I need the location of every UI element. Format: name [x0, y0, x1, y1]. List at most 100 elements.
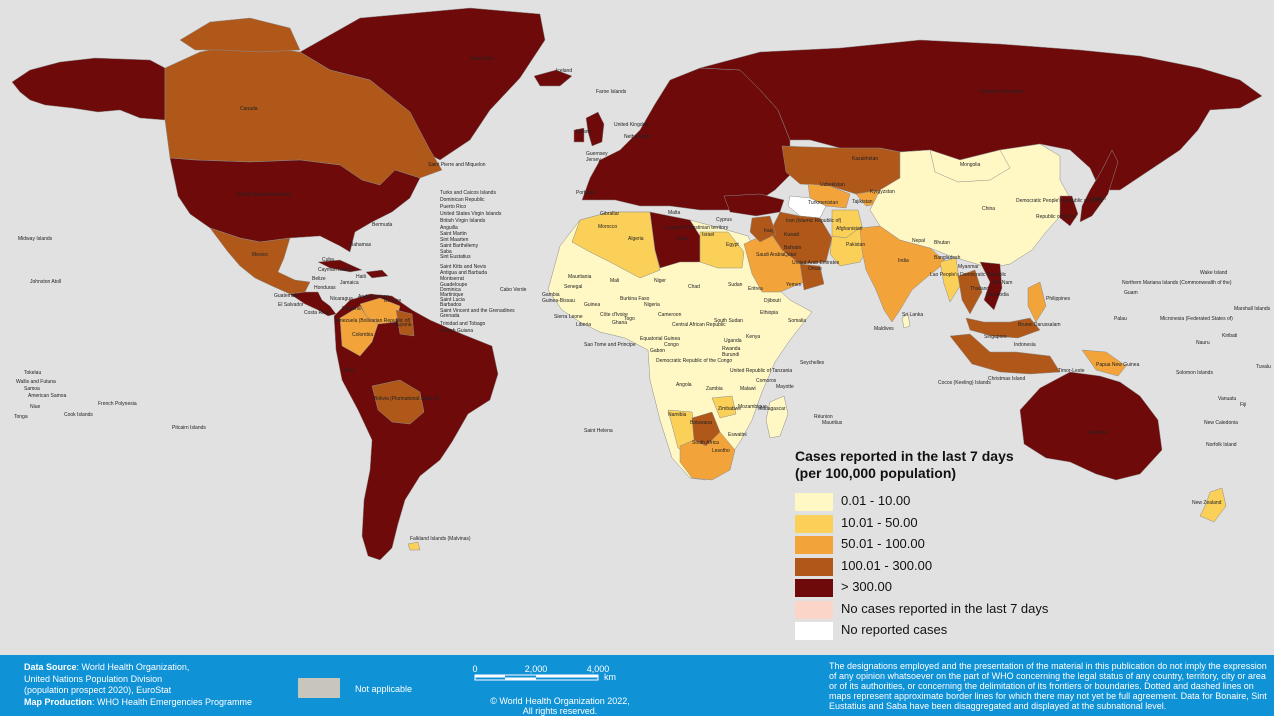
map-label: Congo [664, 342, 679, 348]
map-label: Costa Rica [304, 310, 329, 316]
map-label: Cameroon [658, 312, 682, 318]
map-label: Maldives [874, 326, 894, 332]
region-new-zealand [1199, 487, 1227, 523]
map-label: Togo [624, 316, 635, 322]
map-label: French Guiana [440, 328, 473, 334]
region-indonesia [949, 333, 1061, 375]
map-label: Bhutan [934, 240, 950, 246]
map-label: Mexico [252, 252, 268, 258]
legend-swatch [795, 622, 833, 640]
map-label: Djibouti [764, 298, 781, 304]
map-label: Sao Tome and Principe [584, 342, 636, 348]
disclaimer: The designations employed and the presen… [829, 661, 1267, 711]
map-label: Curaçao [370, 294, 389, 300]
region-libya [649, 211, 701, 269]
map-label: Nauru [1196, 340, 1210, 346]
legend-swatch [795, 600, 833, 619]
legend-swatch [795, 557, 833, 576]
map-label: Papua New Guinea [1096, 362, 1140, 368]
region-south-africa [679, 431, 736, 481]
map-label: Japan [1092, 196, 1106, 202]
data-source-block: Data Source: World Health Organization, … [24, 662, 252, 708]
map-label: South Africa [692, 440, 719, 446]
map-label: Oman [808, 266, 822, 272]
map-label: Gabon [650, 348, 665, 354]
map-label: United States of America [236, 192, 291, 198]
map-label: Canada [240, 106, 258, 112]
map-label: Morocco [598, 224, 617, 230]
map-label: United Republic of Tanzania [730, 368, 792, 374]
region-viet-nam [979, 261, 1003, 311]
map-label: Lao People's Democratic Republic [930, 272, 1007, 278]
source-line-3: (population prospect 2020), EuroStat [24, 685, 172, 695]
map-label: British Virgin Islands [440, 218, 486, 224]
map-label: Panama [342, 306, 361, 312]
region-bolivia [371, 379, 425, 425]
map-label: Guernsey [586, 151, 608, 157]
scale-bar: 0 2,000 4,000 km [472, 664, 616, 682]
map-label: Bermuda [372, 222, 393, 228]
map-label: Saint Pierre and Miquelon [428, 162, 486, 168]
map-label: Greenland [470, 56, 494, 62]
legend-swatch [795, 579, 833, 597]
map-label: Uganda [724, 338, 742, 344]
region-ireland [573, 127, 585, 143]
region-cuba [317, 259, 363, 273]
map-label: Grenada [440, 313, 460, 319]
map-label: Indonesia [1014, 342, 1036, 348]
map-label: Saudi Arabia [756, 252, 785, 258]
map-label: Rwanda [722, 346, 741, 352]
region-falklands [407, 541, 421, 551]
map-label: Saint Vincent and the Grenadines [440, 308, 515, 314]
map-label: Bahamas [350, 242, 372, 248]
scale-unit: km [604, 672, 616, 682]
map-label: Mali [610, 278, 619, 284]
map-label: Antigua and Barbuda [440, 270, 487, 276]
region-mexico [209, 227, 311, 295]
map-label: Democratic People's Republic of Korea [1016, 198, 1103, 204]
map-label: Myanmar [958, 264, 979, 270]
map-label: American Samoa [28, 393, 67, 399]
map-label: Eswatini [728, 432, 747, 438]
map-label: Kuwait [784, 232, 800, 238]
map-label: Angola [676, 382, 692, 388]
map-label: Montserrat [440, 276, 465, 282]
map-label: Guyana [394, 322, 412, 328]
map-label: Singapore [984, 334, 1007, 340]
map-label: Saint Lucia [440, 297, 465, 303]
map-label: Johnston Atoll [30, 279, 61, 285]
map-label: Cook Islands [64, 412, 93, 418]
map-label: Turks and Caicos Islands [440, 190, 496, 196]
map-label: Colombia [352, 332, 373, 338]
map-label: Yemen [786, 282, 802, 288]
map-label: Tokelau [24, 370, 41, 376]
scale-tick-label: 4,000 [587, 664, 610, 674]
footer: Data Source: World Health Organization, … [0, 655, 1274, 716]
map-label: Burundi [722, 352, 739, 358]
map-label: Zimbabwe [718, 406, 741, 412]
map-label: Sudan [728, 282, 743, 288]
map-label: Guatemala [274, 293, 299, 299]
region-algeria [571, 211, 661, 279]
map-label: Niue [30, 404, 41, 410]
world-map: Greenland Iceland Canada Saint Pierre and M… [11, 7, 1272, 561]
map-label: Cyprus [716, 217, 732, 223]
map-label: Sint Maarten [440, 237, 469, 243]
map-label: Sierra Leone [554, 314, 583, 320]
map-label: Iceland [556, 68, 572, 74]
legend-swatch [795, 536, 833, 554]
map-label: Burkina Faso [620, 296, 650, 302]
map-label: Uzbekistan [820, 182, 845, 188]
map-label: Trinidad and Tobago [440, 321, 486, 327]
map-label: Egypt [726, 242, 739, 248]
map-label: Bangladesh [934, 255, 961, 261]
map-label: Republic of Korea [1036, 214, 1076, 220]
map-label: Algeria [628, 236, 644, 242]
map-label: Viet Nam [992, 280, 1012, 286]
map-label: Kiribati [1222, 333, 1237, 339]
region-korea [1059, 195, 1079, 227]
map-label: Venezuela (Bolivarian Republic of) [334, 318, 411, 324]
map-label: United Kingdom [614, 122, 650, 128]
map-label: Nigeria [644, 302, 660, 308]
map-label: Marshall Islands [1234, 306, 1271, 312]
